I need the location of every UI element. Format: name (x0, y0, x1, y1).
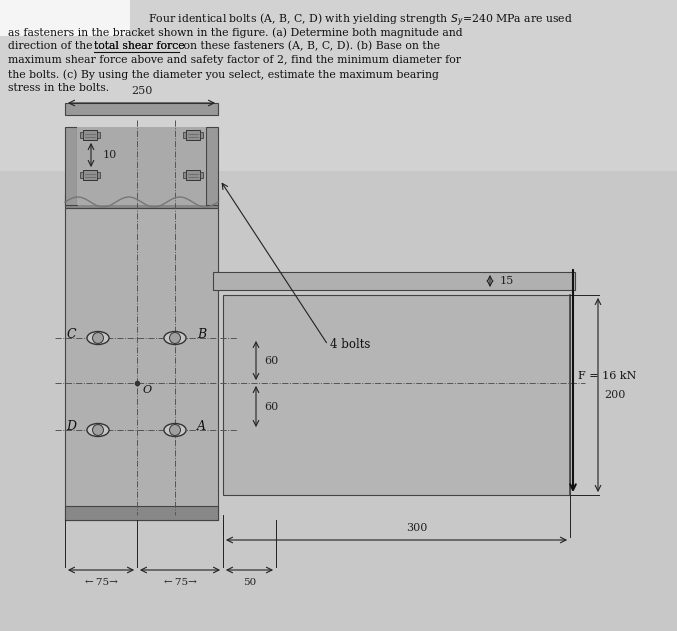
Bar (0, 0, 130, 36)
Text: 300: 300 (406, 523, 427, 533)
Text: B: B (197, 329, 206, 341)
Text: 10: 10 (103, 150, 117, 160)
Circle shape (169, 333, 181, 343)
Ellipse shape (164, 423, 186, 437)
Text: 60: 60 (264, 401, 278, 411)
Text: the bolts. (c) By using the diameter you select, estimate the maximum bearing: the bolts. (c) By using the diameter you… (8, 69, 439, 80)
Bar (97, 132, 100, 138)
Bar (97, 172, 100, 178)
Bar (65, 194, 218, 208)
Bar (0, 0, 677, 171)
Bar (65, 103, 218, 115)
Bar (77, 127, 206, 205)
Bar (213, 272, 575, 290)
Bar (65, 506, 218, 520)
Text: ← 75→: ← 75→ (85, 578, 117, 587)
Text: O: O (143, 385, 152, 395)
Bar (65, 127, 77, 205)
Bar (80, 132, 83, 138)
Bar (183, 172, 186, 178)
Bar (186, 170, 200, 180)
Text: 200: 200 (604, 390, 626, 400)
Text: 60: 60 (264, 355, 278, 365)
Bar (223, 295, 570, 495)
Text: total shear force: total shear force (94, 41, 185, 51)
Text: 250: 250 (131, 86, 152, 96)
Text: direction of the: direction of the (8, 41, 96, 51)
Ellipse shape (164, 331, 186, 345)
Circle shape (93, 333, 104, 343)
Circle shape (169, 425, 181, 435)
Bar (83, 170, 97, 180)
Text: 15: 15 (500, 276, 515, 286)
Bar (65, 208, 218, 520)
Text: ← 75→: ← 75→ (164, 578, 196, 587)
Bar (80, 172, 83, 178)
Circle shape (93, 425, 104, 435)
Bar (200, 172, 203, 178)
Text: F = 16 kN: F = 16 kN (578, 371, 636, 381)
Bar (200, 132, 203, 138)
Text: D: D (66, 420, 76, 433)
Bar (186, 130, 200, 140)
Text: 50: 50 (243, 578, 256, 587)
Bar (206, 127, 218, 205)
Text: A: A (197, 420, 206, 433)
Bar (183, 132, 186, 138)
Text: 4 bolts: 4 bolts (330, 338, 370, 351)
Bar (83, 130, 97, 140)
Ellipse shape (87, 331, 109, 345)
Text: Four identical bolts (A, B, C, D) with yielding strength $S_y$=240 MPa are used: Four identical bolts (A, B, C, D) with y… (148, 12, 573, 30)
Text: maximum shear force above and safety factor of 2, find the minimum diameter for: maximum shear force above and safety fac… (8, 55, 461, 65)
Ellipse shape (87, 423, 109, 437)
Text: on these fasteners (A, B, C, D). (b) Base on the: on these fasteners (A, B, C, D). (b) Bas… (180, 41, 440, 51)
Text: stress in the bolts.: stress in the bolts. (8, 83, 109, 93)
Text: as fasteners in the bracket shown in the figure. (a) Determine both magnitude an: as fasteners in the bracket shown in the… (8, 27, 462, 38)
Text: total shear force: total shear force (94, 41, 185, 51)
Text: C: C (66, 329, 76, 341)
